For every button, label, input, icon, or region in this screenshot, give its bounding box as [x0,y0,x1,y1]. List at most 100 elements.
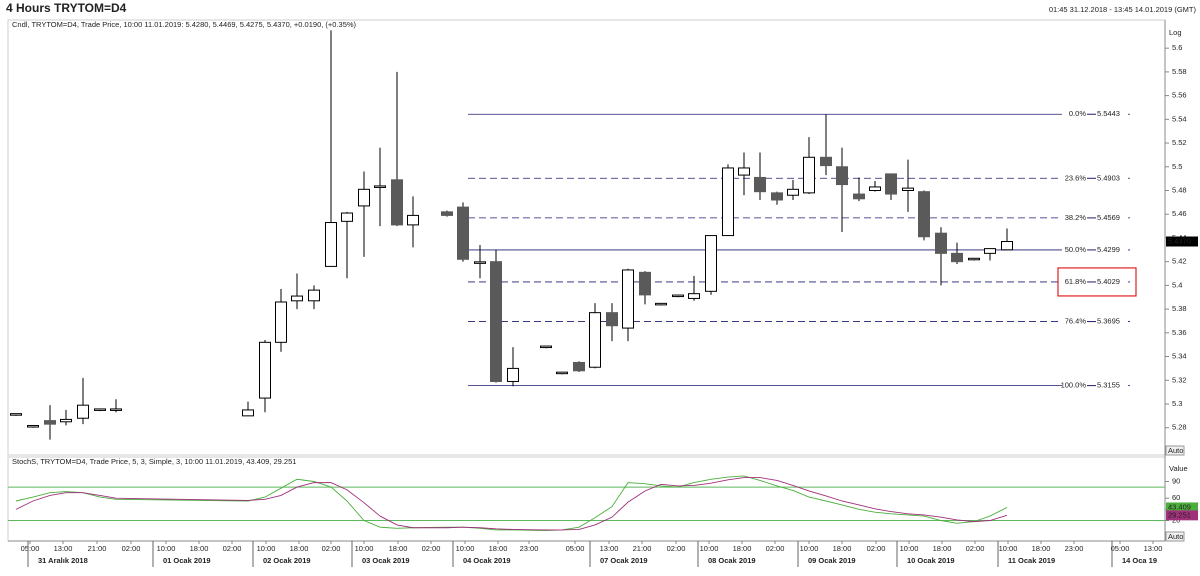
x-tick-label: 18:00 [733,544,752,553]
candle-body [242,409,254,417]
x-tick-label: 10:00 [900,544,919,553]
date-label: 08 Ocak 2019 [708,556,756,565]
stoch-line [15,477,1008,531]
candle-body [1001,241,1013,251]
last-value-label: 5.4370 [1168,236,1191,245]
date-label: 01 Ocak 2019 [163,556,211,565]
x-tick-label: 10:00 [700,544,719,553]
date-label: 07 Ocak 2019 [600,556,648,565]
candle-body [291,295,303,302]
candle-body [738,167,750,176]
candle-body [540,345,552,349]
candle-body [60,418,72,423]
candle-body [358,188,370,207]
x-tick-label: 05:00 [566,544,585,553]
x-tick-label: 13:00 [54,544,73,553]
y-tick-label: 5.38 [1172,304,1187,313]
fib-value-label: 5.3155 [1097,381,1120,390]
fib-level-label: 61.8% [1065,277,1087,286]
x-tick-label: 10:00 [456,544,475,553]
candle-body [754,176,766,193]
x-tick-label: 02:00 [223,544,242,553]
x-tick-label: 18:00 [933,544,952,553]
x-tick-label: 10:00 [999,544,1018,553]
candle-body [688,293,700,299]
y-tick-label: 5.28 [1172,423,1187,432]
candle-body [441,211,453,216]
candle-body [556,371,568,375]
fib-value-label: 5.5443 [1097,109,1120,118]
date-range: 01:45 31.12.2018 - 13:45 14.01.2019 (GMT… [1049,5,1197,14]
candle-body [655,302,667,306]
date-label: 09 Ocak 2019 [808,556,856,565]
candle-body [341,212,353,222]
y-tick-label: 5.36 [1172,328,1187,337]
x-tick-label: 02:00 [122,544,141,553]
x-tick-label: 02:00 [766,544,785,553]
fib-value-label: 5.4903 [1097,173,1120,182]
y-tick-label: 5.46 [1172,209,1187,218]
x-tick-label: 13:00 [600,544,619,553]
candle-body [507,367,519,382]
y-tick-label: 5.58 [1172,67,1187,76]
y-tick-label: 5.6 [1172,43,1182,52]
candle-body [902,187,914,191]
auto-button-label[interactable]: Auto [1168,532,1183,541]
auto-button[interactable] [1165,445,1185,456]
y-tick-label: 5.52 [1172,138,1187,147]
candle-body [457,206,469,260]
chart-title: 4 Hours TRYTOM=D4 [6,1,127,15]
date-label: 02 Ocak 2019 [263,556,311,565]
stoch-line [15,475,1008,531]
x-tick-label: 05:00 [21,544,40,553]
candle-body [77,404,89,419]
x-tick-label: 10:00 [157,544,176,553]
fib-value-label: 5.4299 [1097,245,1120,254]
candle-body [968,257,980,261]
candle-body [490,261,502,382]
auto-button-label[interactable]: Auto [1168,446,1183,455]
auto-button[interactable] [1165,531,1185,542]
x-tick-label: 13:00 [1144,544,1163,553]
x-tick-label: 02:00 [422,544,441,553]
x-tick-label: 21:00 [88,544,107,553]
y-tick-label: 5.5 [1172,162,1182,171]
candle-body [474,261,486,264]
candle-body [573,361,585,372]
candle-body [836,166,848,186]
last-value-box [1166,502,1198,513]
candle-body [391,179,403,226]
candle-body [10,413,22,416]
last-value-label: 43.409 [1168,502,1191,511]
last-value-label: 29.251 [1168,510,1191,519]
x-tick-label: 23:00 [1065,544,1084,553]
candle-body [771,192,783,201]
candle-body [672,294,684,298]
x-tick-label: 18:00 [1032,544,1051,553]
candle-body [374,185,386,188]
candle-body [622,269,634,329]
date-label: 11 Ocak 2019 [1008,556,1055,565]
x-tick-label: 02:00 [966,544,985,553]
y-tick-label: 5.32 [1172,375,1187,384]
x-tick-label: 18:00 [833,544,852,553]
fib-value-label: 5.3695 [1097,317,1120,326]
x-tick-label: 21:00 [633,544,652,553]
date-label: 10 Ocak 2019 [907,556,955,565]
candle-body [110,408,122,411]
candle-body [325,222,337,267]
fib-level-label: 76.4% [1065,317,1087,326]
candle-body [853,193,865,200]
x-tick-label: 02:00 [667,544,686,553]
y-tick-label: 5.48 [1172,185,1187,194]
y-tick-label: 5.3 [1172,399,1182,408]
log-label: Log [1169,28,1182,37]
x-tick-label: 10:00 [257,544,276,553]
candle-body [722,167,734,237]
fib-value-label: 5.4029 [1097,277,1120,286]
candle-body [589,312,601,368]
candle-body [44,420,56,425]
y-tick-label: 5.56 [1172,91,1187,100]
x-tick-label: 18:00 [290,544,309,553]
date-label: 03 Ocak 2019 [362,556,410,565]
